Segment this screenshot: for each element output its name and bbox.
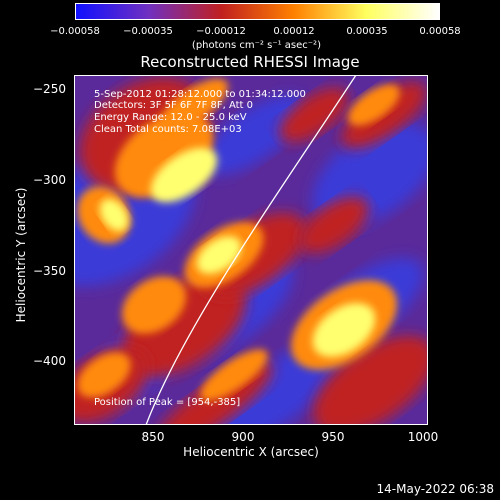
peak-position: Position of Peak = [954,-385] (94, 397, 241, 408)
emission-region (312, 303, 376, 357)
emission-region (196, 236, 242, 274)
solar-image (74, 75, 428, 425)
x-axis-label: Heliocentric X (arcsec) (183, 445, 319, 459)
emission-region (279, 87, 349, 143)
info-detectors: Detectors: 3F 5F 6F 7F 8F, Att 0 (94, 100, 254, 111)
colorbar-tick: −0.00058 (50, 26, 100, 37)
colorbar-tick: 0.00035 (346, 26, 388, 37)
emission-blobs (74, 77, 428, 425)
info-time-range: 5-Sep-2012 01:28:12.000 to 01:34:12.000 (94, 89, 306, 100)
plot-title: Reconstructed RHESSI Image (140, 53, 360, 71)
emission-region (200, 349, 268, 401)
footer-date: 14-May-2022 06:38 (376, 482, 494, 496)
emission-region (348, 84, 400, 126)
x-tick-label: 900 (231, 430, 255, 444)
y-tick-label: −300 (33, 173, 66, 187)
y-tick-label: −400 (33, 354, 66, 368)
emission-region (77, 352, 131, 398)
emission-region (313, 335, 428, 425)
x-tick-label: 1000 (407, 430, 439, 444)
plot-border (74, 75, 428, 425)
colorbar-tick: 0.00012 (273, 26, 315, 37)
emission-region (150, 147, 218, 203)
x-tick-label: 950 (321, 430, 345, 444)
emission-region (202, 94, 306, 176)
colorbar-tick: 0.00058 (419, 26, 461, 37)
colorbar-tick: −0.00012 (196, 26, 246, 37)
info-energy-range: Energy Range: 12.0 - 25.0 keV (94, 112, 247, 123)
info-clean-counts: Clean Total counts: 7.08E+03 (94, 124, 242, 135)
colorbar-tick: −0.00035 (123, 26, 173, 37)
solar-limb-line (145, 75, 357, 425)
colorbar (75, 3, 440, 20)
colorbar-unit: (photons cm⁻² s⁻¹ asec⁻²) (191, 40, 321, 51)
emission-region (99, 198, 129, 232)
x-tick-label: 850 (141, 430, 165, 444)
emission-region (299, 196, 369, 254)
emission-region (121, 276, 187, 334)
y-axis-label: Heliocentric Y (arcsec) (14, 187, 28, 323)
y-tick-label: −350 (33, 264, 66, 278)
y-tick-label: −250 (33, 82, 66, 96)
emission-region (206, 342, 342, 425)
emission-region (159, 78, 229, 132)
